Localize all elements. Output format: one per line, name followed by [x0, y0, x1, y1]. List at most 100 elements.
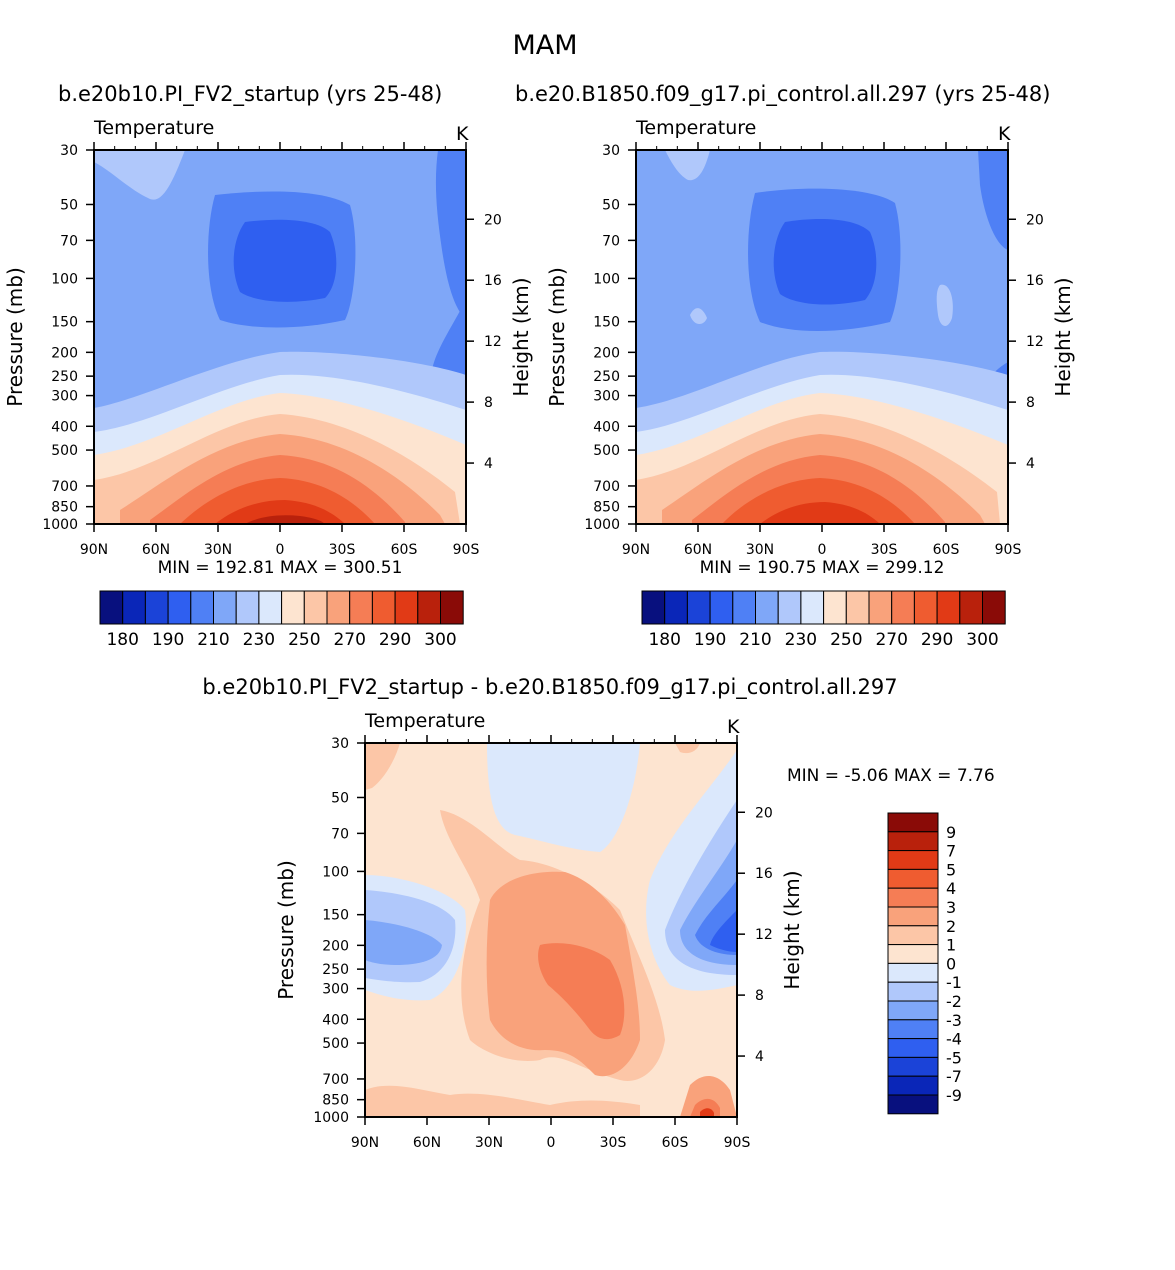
right-pressure-tick-label: 50 — [602, 197, 620, 213]
left-colorbar-label: 300 — [424, 630, 456, 650]
diff-colorbar-swatch — [888, 982, 938, 1001]
diff-pressure-tick-label: 500 — [322, 1036, 349, 1052]
left-colorbar-swatch — [236, 591, 259, 624]
diff-colorbar-label: -5 — [946, 1048, 962, 1067]
left-colorbar-swatch — [372, 591, 395, 624]
left-pressure-tick-label: 1000 — [42, 517, 78, 533]
left-colorbar-swatch — [214, 591, 237, 624]
diff-colorbar-swatch — [888, 1020, 938, 1039]
left-lat-tick-label: 30S — [329, 542, 356, 558]
right-pressure-tick-label: 400 — [593, 419, 620, 435]
right-colorbar-label: 230 — [785, 630, 817, 650]
left-lat-tick-label: 0 — [276, 542, 285, 558]
left-colorbar-label: 270 — [333, 630, 365, 650]
left-lat-tick-label: 90S — [453, 542, 480, 558]
left-colorbar-swatch — [304, 591, 327, 624]
right-pressure-tick-label: 30 — [602, 143, 620, 159]
left-lat-tick-label: 60S — [391, 542, 418, 558]
diff-colorbar-swatch — [888, 1057, 938, 1076]
left-colorbar-swatch — [327, 591, 350, 624]
left-colorbar-swatch — [282, 591, 305, 624]
diff-variable-label: Temperature — [364, 710, 485, 732]
diff-colorbar-label: 7 — [946, 842, 956, 861]
left-variable-label: Temperature — [93, 117, 214, 139]
left-colorbar-label: 180 — [106, 630, 138, 650]
right-colorbar-label: 290 — [921, 630, 953, 650]
left-stats: MIN = 192.81 MAX = 300.51 — [158, 558, 403, 578]
right-colorbar-swatch — [846, 591, 869, 624]
left-units-label: K — [456, 123, 469, 145]
right-lat-tick-label: 90N — [622, 542, 650, 558]
diff-units-label: K — [727, 716, 740, 738]
right-colorbar-label: 300 — [966, 630, 998, 650]
diff-lat-tick-label: 60S — [662, 1135, 689, 1151]
left-y2-axis-title: Height (km) — [509, 277, 533, 396]
diff-y-axis-title: Pressure (mb) — [274, 860, 298, 1000]
left-pressure-tick-label: 100 — [51, 271, 78, 287]
right-colorbar-swatch — [892, 591, 915, 624]
right-units-label: K — [998, 123, 1011, 145]
diff-colorbar-label: -2 — [946, 992, 962, 1011]
right-pressure-tick-label: 850 — [593, 500, 620, 516]
left-cold-core-inner — [234, 220, 337, 302]
right-height-tick-label: 8 — [1026, 395, 1035, 411]
diff-colorbar-swatch — [888, 851, 938, 870]
left-pressure-tick-label: 200 — [51, 345, 78, 361]
right-height-tick-label: 20 — [1026, 212, 1044, 228]
right-cold-core-inner — [774, 219, 877, 305]
diff-lat-tick-label: 30N — [475, 1135, 503, 1151]
diff-colorbar-label: -4 — [946, 1030, 962, 1049]
diff-pressure-tick-label: 300 — [322, 982, 349, 998]
left-height-tick-label: 8 — [484, 395, 493, 411]
diff-colorbar-swatch — [888, 813, 938, 832]
diff-colorbar-swatch — [888, 926, 938, 945]
diff-colorbar-label: 1 — [946, 936, 956, 955]
left-pressure-tick-label: 50 — [60, 197, 78, 213]
diff-y2-axis-title: Height (km) — [780, 870, 804, 989]
diff-colorbar-label: 4 — [946, 879, 956, 898]
left-height-tick-label: 12 — [484, 334, 502, 350]
diff-lat-tick-label: 0 — [547, 1135, 556, 1151]
right-pressure-tick-label: 200 — [593, 345, 620, 361]
right-height-tick-label: 16 — [1026, 273, 1044, 289]
diff-colorbar-label: 2 — [946, 917, 956, 936]
left-pressure-tick-label: 30 — [60, 143, 78, 159]
left-pressure-tick-label: 250 — [51, 369, 78, 385]
right-colorbar-label: 190 — [694, 630, 726, 650]
right-colorbar-label: 250 — [830, 630, 862, 650]
left-colorbar-swatch — [145, 591, 168, 624]
diff-height-tick-label: 4 — [755, 1049, 764, 1065]
right-colorbar-swatch — [665, 591, 688, 624]
left-colorbar-label: 190 — [152, 630, 184, 650]
diff-lat-tick-label: 90N — [351, 1135, 379, 1151]
right-colorbar-swatch — [642, 591, 665, 624]
right-colorbar-swatch — [687, 591, 710, 624]
diff-height-tick-label: 16 — [755, 866, 773, 882]
right-pressure-tick-label: 300 — [593, 389, 620, 405]
left-pressure-tick-label: 70 — [60, 233, 78, 249]
diff-colorbar-swatch — [888, 869, 938, 888]
diff-pressure-tick-label: 100 — [322, 864, 349, 880]
diff-lat-tick-label: 30S — [600, 1135, 627, 1151]
right-lat-tick-label: 30N — [746, 542, 774, 558]
diff-pressure-tick-label: 150 — [322, 908, 349, 924]
right-pressure-tick-label: 1000 — [584, 517, 620, 533]
diff-pressure-tick-label: 250 — [322, 962, 349, 978]
left-height-tick-label: 16 — [484, 273, 502, 289]
right-colorbar-swatch — [824, 591, 847, 624]
left-panel — [94, 150, 466, 524]
left-pressure-tick-label: 700 — [51, 479, 78, 495]
diff-pressure-tick-label: 200 — [322, 938, 349, 954]
diff-height-tick-label: 12 — [755, 927, 773, 943]
diff-stats: MIN = -5.06 MAX = 7.76 — [787, 766, 995, 786]
left-colorbar-swatch — [100, 591, 123, 624]
right-panel — [636, 150, 1008, 524]
right-colorbar-swatch — [983, 591, 1006, 624]
diff-pressure-tick-label: 50 — [331, 790, 349, 806]
left-pressure-tick-label: 150 — [51, 315, 78, 331]
right-height-tick-label: 4 — [1026, 456, 1035, 472]
figure-canvas: Temperature K3050701001502002503004005007… — [0, 0, 1175, 1270]
left-colorbar-swatch — [441, 591, 464, 624]
right-colorbar-swatch — [960, 591, 983, 624]
left-colorbar-swatch — [259, 591, 282, 624]
